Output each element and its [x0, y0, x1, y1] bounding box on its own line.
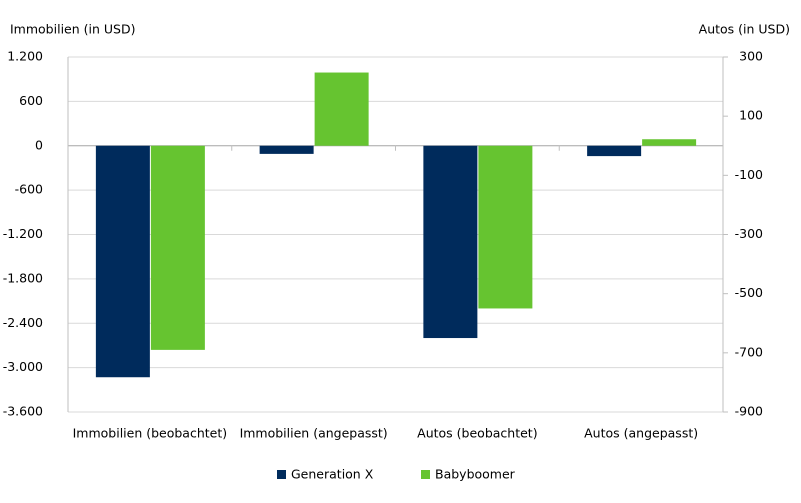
y-tick-label: -2.400	[3, 315, 43, 330]
bar	[259, 145, 314, 154]
bar	[314, 72, 369, 146]
y-tick-label: 600	[19, 93, 43, 108]
y2-tick-label: -700	[735, 344, 763, 359]
y-tick-label: 0	[35, 137, 43, 152]
y2-tick-label: -500	[735, 285, 763, 300]
y-tick-label: -1.800	[3, 270, 43, 285]
x-tick-label: Immobilien (beobachtet)	[73, 426, 228, 441]
legend-label: Generation X	[291, 467, 374, 482]
legend-swatch	[421, 470, 430, 479]
legend-label: Babyboomer	[435, 467, 516, 482]
x-tick-label: Immobilien (angepasst)	[240, 426, 388, 441]
y2-tick-label: -900	[735, 404, 763, 419]
bar	[587, 145, 642, 157]
x-tick-label: Autos (angepasst)	[584, 426, 698, 441]
y-tick-label: -600	[15, 182, 43, 197]
y2-tick-label: -100	[735, 167, 763, 182]
y2-axis-title: Autos (in USD)	[699, 22, 790, 37]
y-tick-label: -3.000	[3, 359, 43, 374]
y2-tick-label: 100	[739, 108, 763, 123]
bar	[478, 145, 533, 309]
bar	[642, 139, 697, 146]
y-tick-label: -1.200	[3, 226, 43, 241]
y-tick-label: -3.600	[3, 404, 43, 419]
y2-tick-label: 300	[739, 49, 763, 64]
legend-swatch	[277, 470, 286, 479]
bar	[423, 145, 478, 339]
bar	[150, 145, 205, 350]
y2-tick-label: -300	[735, 226, 763, 241]
x-tick-label: Autos (beobachtet)	[417, 426, 537, 441]
y-axis-title: Immobilien (in USD)	[10, 22, 135, 37]
bar	[95, 145, 150, 378]
y-tick-label: 1.200	[7, 49, 43, 64]
